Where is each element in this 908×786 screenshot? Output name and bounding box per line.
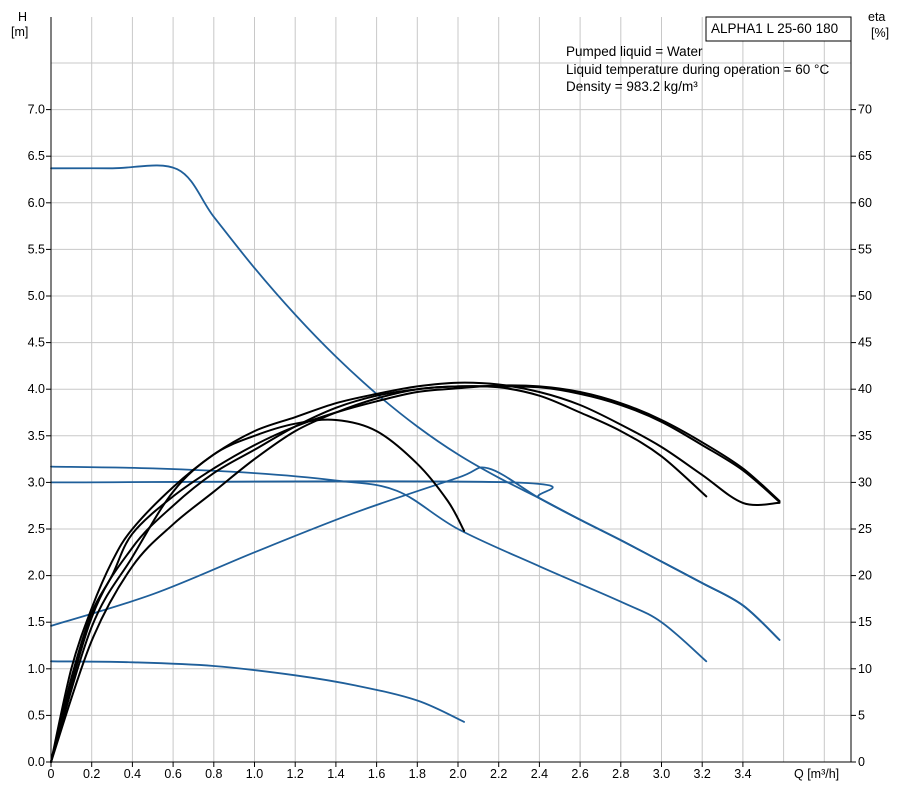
y-right-unit: [%]	[871, 26, 889, 40]
x-tick-label: 0.8	[205, 767, 222, 781]
head-curve	[50, 480, 781, 641]
x-tick-label: 2.2	[490, 767, 507, 781]
y-left-symbol: H	[18, 10, 27, 24]
y-right-tick-label: 40	[858, 382, 872, 396]
y-left-tick-label: 0.0	[28, 755, 45, 769]
x-axis-label: Q [m³/h]	[794, 767, 839, 781]
y-left-tick-label: 5.5	[28, 242, 45, 256]
head-curve	[50, 660, 465, 723]
x-tick-label: 0	[48, 767, 55, 781]
curves	[50, 164, 781, 763]
efficiency-curve	[50, 381, 781, 763]
y-left-tick-label: 2.5	[28, 522, 45, 536]
head-curve	[50, 465, 708, 663]
y-left-tick-label: 3.5	[28, 429, 45, 443]
efficiency-curve	[50, 385, 781, 763]
y-right-tick-label: 35	[858, 429, 872, 443]
x-tick-label: 1.8	[409, 767, 426, 781]
y-right-tick-label: 55	[858, 242, 872, 256]
chart-title: ALPHA1 L 25-60 180	[711, 21, 838, 36]
title-box	[705, 16, 852, 42]
y-left-tick-label: 6.5	[28, 149, 45, 163]
y-right-tick-label: 50	[858, 289, 872, 303]
y-left-tick-label: 2.0	[28, 569, 45, 583]
x-tick-label: 2.4	[531, 767, 548, 781]
y-right-tick-label: 65	[858, 149, 872, 163]
x-tick-label: 2.6	[571, 767, 588, 781]
head-curve	[50, 164, 781, 641]
info-line-density: Density = 983.2 kg/m³	[566, 79, 698, 94]
y-left-tick-label: 1.0	[28, 662, 45, 676]
ticks: 0 0.2 0.4 0.6 0.8 1.0 1.2 1.4 1.6 1.8 2.0 2.2 2.4 2.6…	[28, 103, 872, 781]
x-tick-label: 0.2	[83, 767, 100, 781]
x-tick-label: 0.4	[124, 767, 141, 781]
y-left-tick-label: 6.0	[28, 196, 45, 210]
x-tick-label: 3.4	[734, 767, 751, 781]
x-tick-label: 3.0	[653, 767, 670, 781]
y-right-tick-label: 45	[858, 336, 872, 350]
info-line-liquid: Pumped liquid = Water	[566, 44, 703, 59]
y-left-tick-label: 4.5	[28, 336, 45, 350]
efficiency-curve	[50, 418, 466, 763]
y-right-tick-label: 15	[858, 615, 872, 629]
x-tick-label: 1.4	[327, 767, 344, 781]
efficiency-curve	[50, 385, 708, 763]
y-left-tick-label: 4.0	[28, 382, 45, 396]
y-right-tick-label: 5	[858, 708, 865, 722]
y-right-tick-label: 70	[858, 103, 872, 117]
y-left-tick-label: 3.0	[28, 475, 45, 489]
y-right-tick-label: 60	[858, 196, 872, 210]
y-right-tick-label: 25	[858, 522, 872, 536]
efficiency-curve	[50, 384, 781, 763]
y-left-tick-label: 0.5	[28, 708, 45, 722]
y-left-tick-label: 1.5	[28, 615, 45, 629]
x-tick-label: 0.6	[164, 767, 181, 781]
y-left-tick-label: 7.0	[28, 103, 45, 117]
y-right-tick-label: 30	[858, 475, 872, 489]
info-line-temperature: Liquid temperature during operation = 60…	[566, 62, 829, 77]
head-curve	[50, 466, 781, 641]
x-tick-label: 3.2	[694, 767, 711, 781]
x-tick-label: 1.6	[368, 767, 385, 781]
x-tick-label: 2.0	[449, 767, 466, 781]
y-right-tick-label: 10	[858, 662, 872, 676]
y-left-unit: [m]	[11, 25, 28, 39]
y-left-tick-label: 5.0	[28, 289, 45, 303]
x-tick-label: 1.0	[246, 767, 263, 781]
x-tick-label: 1.2	[287, 767, 304, 781]
y-right-tick-label: 20	[858, 569, 872, 583]
y-right-symbol: eta	[868, 10, 885, 24]
x-tick-label: 2.8	[612, 767, 629, 781]
y-right-tick-label: 0	[858, 755, 865, 769]
